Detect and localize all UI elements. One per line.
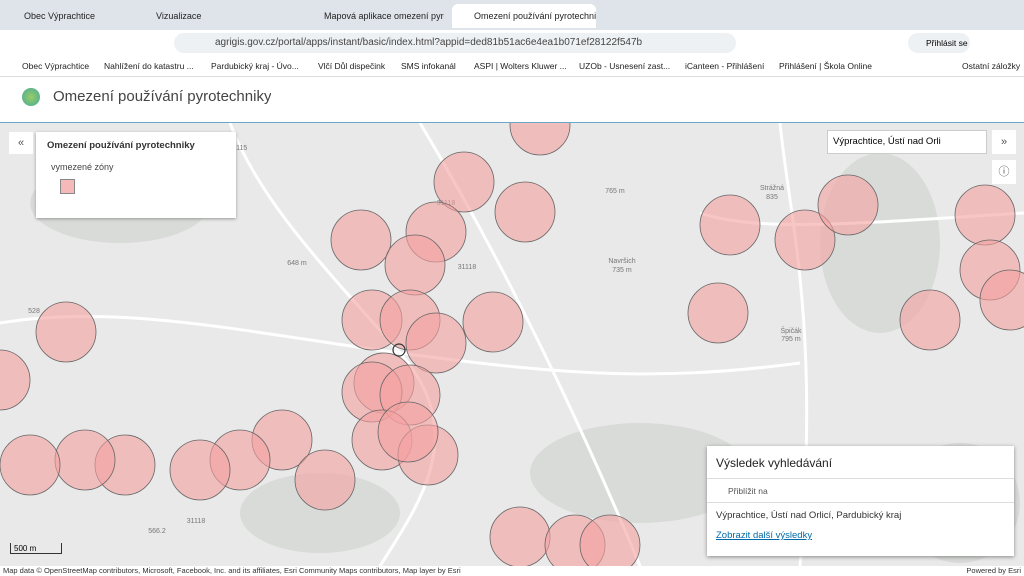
legend-swatch xyxy=(60,179,75,194)
more-results[interactable]: Zobrazit další výsledky xyxy=(716,530,812,541)
map-label: 31118 xyxy=(458,264,477,271)
bookmark[interactable]: Nahlížení do katastru ... xyxy=(104,58,194,74)
zone xyxy=(406,313,466,373)
zone xyxy=(463,292,523,352)
zone xyxy=(295,450,355,510)
zone xyxy=(818,175,878,235)
zone xyxy=(378,402,438,462)
map-label: Špičák xyxy=(780,326,802,335)
attribution: Map data © OpenStreetMap contributors, M… xyxy=(3,566,461,575)
divider xyxy=(707,502,1014,503)
result-item[interactable]: Výprachtice, Ústí nad Orlicí, Pardubický… xyxy=(716,510,901,521)
results-title: Výsledek vyhledávání xyxy=(716,456,832,470)
bookmark[interactable]: Pardubický kraj - Úvo... xyxy=(211,58,299,74)
zone xyxy=(700,195,760,255)
url[interactable]: agrigis.gov.cz/portal/apps/instant/basic… xyxy=(215,33,642,53)
divider xyxy=(707,478,1014,479)
bookmark[interactable]: Přihlášení | Škola Online xyxy=(779,58,872,74)
bookmark[interactable]: Vlčí Důl dispečink xyxy=(318,58,385,74)
bookmark[interactable]: UZOb - Usnesení zast... xyxy=(579,58,670,74)
map-label: 835 xyxy=(766,194,778,201)
search-box[interactable]: Výprachtice, Ústí nad Orli xyxy=(827,130,987,154)
map-label: 566.2 xyxy=(148,528,166,535)
zone xyxy=(0,435,60,495)
map-label: 795 m xyxy=(781,336,801,343)
zone xyxy=(688,283,748,343)
zone xyxy=(900,290,960,350)
tab[interactable]: Obec Výprachtice xyxy=(2,4,144,28)
bookmark[interactable]: ASPI | Wolters Kluwer ... xyxy=(474,58,567,74)
zoom-to[interactable]: Přiblížit na xyxy=(728,486,768,496)
map-label: Navršich xyxy=(608,258,635,265)
map-label: 735 m xyxy=(612,267,632,274)
zone xyxy=(495,182,555,242)
tab-active[interactable]: Omezení používání pyrotechnii xyxy=(452,4,596,28)
map-label: 31118 xyxy=(187,518,206,525)
bookmark[interactable]: Obec Výprachtice xyxy=(22,58,89,74)
zone xyxy=(55,430,115,490)
app-title: Omezení používání pyrotechniky xyxy=(53,88,271,105)
collapse-button[interactable]: « xyxy=(9,132,33,154)
legend-item: vymezené zóny xyxy=(51,162,114,172)
zone xyxy=(170,440,230,500)
zone xyxy=(955,185,1015,245)
info-button[interactable]: ⓘ xyxy=(992,160,1016,184)
zone xyxy=(36,302,96,362)
legend-title: Omezení používání pyrotechniky xyxy=(47,140,195,151)
app-logo xyxy=(22,88,40,106)
zone xyxy=(385,235,445,295)
bookmark-folder[interactable]: Ostatní záložky xyxy=(962,58,1020,74)
bookmark[interactable]: SMS infokanál xyxy=(401,58,456,74)
tab[interactable]: Mapová aplikace omezení pyrot xyxy=(302,4,444,28)
map-label: 765 m xyxy=(605,188,625,195)
powered-by: Powered by Esri xyxy=(966,566,1021,575)
zone xyxy=(490,507,550,566)
map-label: Strážná xyxy=(760,185,784,192)
map-label: 528 xyxy=(28,308,40,315)
scale-bar: 500 m xyxy=(10,543,62,554)
bookmark[interactable]: iCanteen - Přihlášení xyxy=(685,58,764,74)
sign-in[interactable]: Přihlásit se xyxy=(908,33,970,53)
zone xyxy=(331,210,391,270)
tab[interactable]: Vizualizace xyxy=(152,4,276,28)
map-label: 648 m xyxy=(287,260,307,267)
expand-button[interactable]: » xyxy=(992,130,1016,154)
